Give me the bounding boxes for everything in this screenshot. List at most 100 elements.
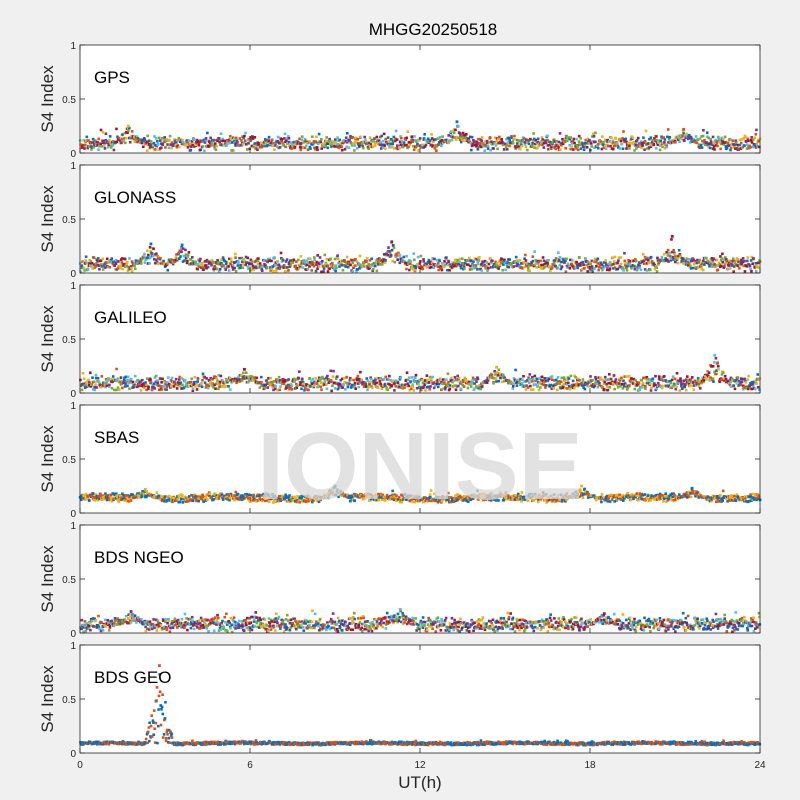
data-point: [336, 488, 339, 492]
data-point: [576, 145, 580, 148]
data-point: [132, 137, 136, 141]
data-point: [583, 267, 586, 270]
data-point: [289, 146, 292, 150]
data-point: [529, 378, 532, 381]
data-point: [380, 498, 384, 502]
data-point: [375, 261, 379, 264]
data-point: [223, 139, 227, 143]
data-point: [568, 137, 572, 141]
data-point: [230, 149, 233, 152]
data-point: [706, 259, 710, 263]
data-point: [542, 146, 546, 149]
data-point: [136, 492, 139, 495]
data-point: [331, 491, 335, 495]
data-point: [688, 384, 692, 387]
data-point: [115, 494, 118, 497]
scatter-points: [79, 353, 762, 393]
data-point: [332, 486, 336, 489]
data-point: [406, 497, 409, 501]
data-point: [233, 261, 236, 264]
data-point: [585, 145, 589, 149]
data-point: [625, 140, 629, 144]
data-point: [650, 260, 654, 263]
data-point: [234, 490, 238, 494]
data-point: [643, 255, 647, 259]
data-point: [311, 377, 314, 381]
data-point: [376, 138, 379, 141]
data-point: [689, 378, 693, 381]
data-point: [107, 261, 110, 264]
data-point: [304, 386, 307, 389]
data-point: [119, 266, 122, 270]
data-point: [522, 137, 526, 140]
data-point: [270, 380, 274, 384]
data-point: [225, 142, 229, 145]
data-point: [94, 376, 98, 380]
data-point: [597, 265, 601, 269]
data-point: [405, 371, 409, 375]
data-point: [734, 259, 737, 263]
data-point: [105, 261, 108, 265]
data-point: [92, 256, 96, 260]
data-point: [701, 268, 705, 272]
data-point: [451, 129, 455, 133]
data-point: [303, 140, 306, 143]
data-point: [473, 257, 477, 260]
data-point: [731, 263, 734, 267]
data-point: [518, 147, 522, 151]
data-point: [124, 497, 128, 501]
data-point: [106, 496, 110, 500]
data-point: [386, 136, 390, 139]
data-point: [277, 494, 281, 498]
data-point: [505, 144, 509, 147]
data-point: [163, 140, 166, 144]
data-point: [84, 259, 88, 262]
data-point: [591, 270, 594, 273]
data-point: [641, 383, 645, 386]
data-point: [226, 497, 230, 500]
data-point: [335, 382, 339, 386]
data-point: [697, 385, 701, 388]
data-point: [182, 141, 185, 144]
data-point: [692, 262, 696, 266]
data-point: [227, 265, 230, 268]
data-point: [96, 376, 100, 380]
data-point: [448, 139, 452, 143]
data-point: [247, 496, 250, 500]
data-point: [117, 499, 120, 502]
data-point: [700, 135, 703, 138]
data-point: [322, 381, 326, 385]
data-point: [196, 141, 199, 145]
data-point: [684, 383, 687, 386]
data-point: [192, 383, 196, 387]
data-point: [555, 382, 559, 386]
data-point: [272, 501, 275, 504]
data-point: [248, 497, 252, 500]
data-point: [750, 141, 754, 144]
data-point: [437, 268, 440, 272]
data-point: [360, 378, 364, 382]
data-point: [641, 144, 644, 147]
data-point: [214, 375, 217, 379]
data-point: [406, 378, 410, 382]
data-point: [570, 262, 574, 266]
data-point: [430, 377, 433, 381]
data-point: [538, 382, 541, 385]
data-point: [716, 364, 720, 368]
data-point: [138, 138, 141, 142]
data-point: [103, 383, 107, 386]
data-point: [452, 264, 456, 268]
data-point: [351, 261, 354, 265]
data-point: [666, 135, 669, 139]
data-point: [354, 387, 357, 390]
data-point: [126, 384, 129, 388]
data-point: [588, 378, 592, 382]
data-point: [377, 377, 381, 380]
data-point: [550, 145, 553, 148]
data-point: [251, 137, 255, 140]
data-point: [460, 135, 463, 138]
data-point: [217, 137, 221, 140]
data-point: [97, 148, 100, 151]
data-point: [225, 493, 229, 496]
data-point: [381, 493, 384, 497]
